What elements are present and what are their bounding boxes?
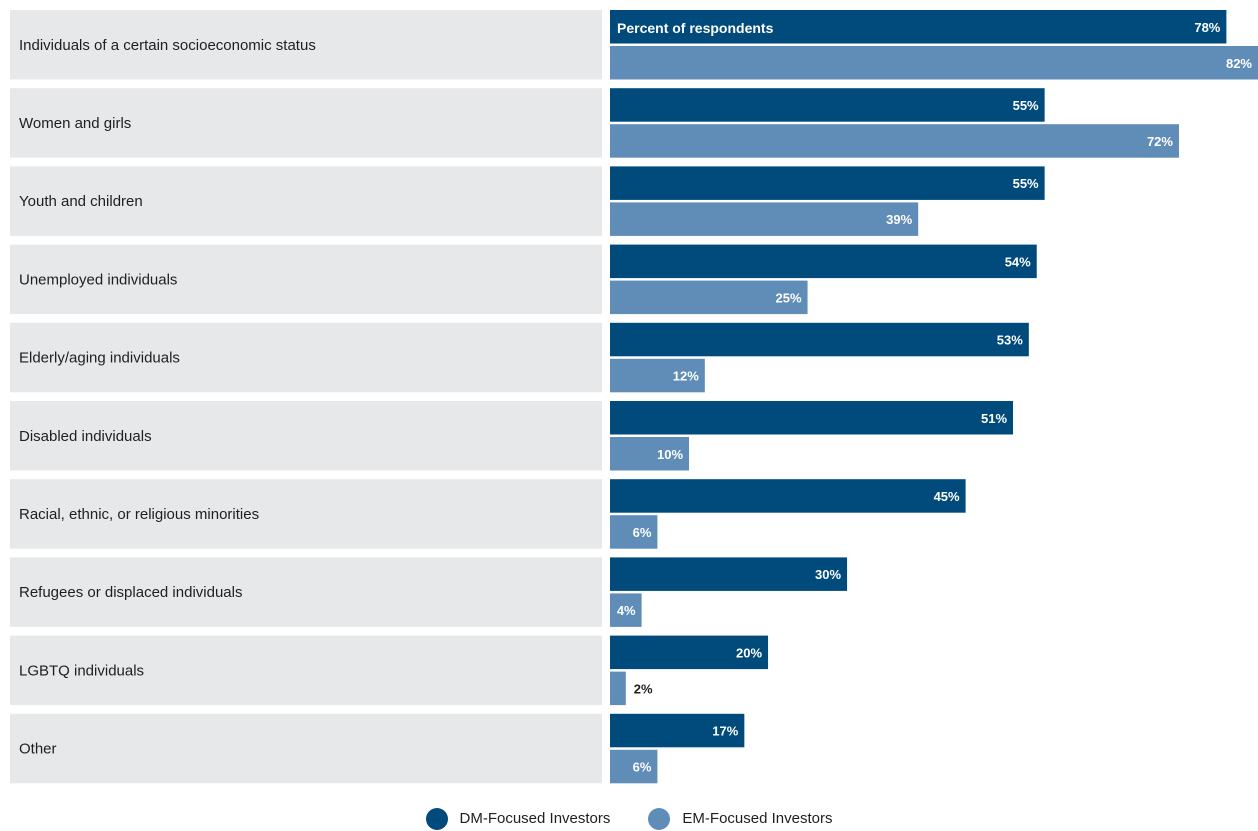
category-label: Refugees or displaced individuals xyxy=(19,584,242,601)
legend-item-dm: DM-Focused Investors xyxy=(425,807,611,830)
legend-label-dm: DM-Focused Investors xyxy=(459,810,611,827)
category-background xyxy=(10,166,602,236)
legend-swatch-em xyxy=(648,807,671,830)
bar-em xyxy=(610,124,1179,158)
category-background xyxy=(10,479,602,549)
legend-item-em: EM-Focused Investors xyxy=(648,807,833,830)
category-background xyxy=(10,713,602,784)
bar-em xyxy=(610,671,626,706)
bar-dm xyxy=(610,244,1037,279)
data-label: 6% xyxy=(633,525,652,540)
data-label: 10% xyxy=(657,447,683,462)
data-label: 51% xyxy=(981,411,1007,426)
bar-em xyxy=(610,749,658,784)
bar-dm xyxy=(610,166,1045,200)
data-label: 39% xyxy=(886,212,912,227)
bar-em xyxy=(610,202,919,236)
data-label: 25% xyxy=(776,290,802,305)
data-label: 55% xyxy=(1013,98,1039,113)
bar-dm xyxy=(610,557,848,591)
bar-em xyxy=(610,437,690,471)
data-label: 45% xyxy=(934,489,960,504)
bar-dm xyxy=(610,88,1045,122)
category-label: Women and girls xyxy=(19,115,131,132)
category-background xyxy=(10,244,602,315)
bar-em xyxy=(610,46,1258,80)
bar-dm xyxy=(610,479,966,513)
bar-dm xyxy=(610,713,745,748)
legend-swatch-dm xyxy=(425,807,448,830)
category-background xyxy=(10,322,602,393)
bar-dm xyxy=(610,322,1029,357)
category-label: Elderly/aging individuals xyxy=(19,350,180,367)
data-label: 55% xyxy=(1013,176,1039,191)
data-label: 54% xyxy=(1005,254,1031,269)
bar-em xyxy=(610,358,705,393)
data-label: 72% xyxy=(1147,134,1173,149)
data-label: 4% xyxy=(617,603,636,618)
bar-dm xyxy=(610,401,1014,435)
data-label: 20% xyxy=(736,645,762,660)
data-label: 17% xyxy=(712,724,738,739)
category-label: Unemployed individuals xyxy=(19,271,177,288)
category-label: Youth and children xyxy=(19,193,143,210)
category-background xyxy=(10,10,602,80)
data-label: 78% xyxy=(1194,20,1220,35)
data-label: 12% xyxy=(673,369,699,384)
category-label: LGBTQ individuals xyxy=(19,662,144,679)
legend: DM-Focused Investors EM-Focused Investor… xyxy=(0,806,1258,831)
bar-chart: Individuals of a certain socioeconomic s… xyxy=(10,10,1258,784)
category-label: Other xyxy=(19,741,57,758)
category-background xyxy=(10,635,602,706)
category-background xyxy=(10,557,602,627)
category-background xyxy=(10,401,602,471)
chart-header-label: Percent of respondents xyxy=(617,20,774,36)
data-label: 30% xyxy=(815,567,841,582)
bar-em xyxy=(610,280,808,315)
data-label: 6% xyxy=(633,760,652,775)
data-label: 82% xyxy=(1226,56,1252,71)
bar-em xyxy=(610,515,658,549)
data-label: 2% xyxy=(634,681,653,696)
category-label: Individuals of a certain socioeconomic s… xyxy=(19,37,316,54)
bar-dm xyxy=(610,635,769,670)
bar-em xyxy=(610,593,642,627)
legend-label-em: EM-Focused Investors xyxy=(682,810,833,827)
data-label: 53% xyxy=(997,333,1023,348)
category-label: Racial, ethnic, or religious minorities xyxy=(19,506,259,523)
bar-dm xyxy=(610,10,1227,44)
category-background xyxy=(10,88,602,158)
category-label: Disabled individuals xyxy=(19,428,152,445)
